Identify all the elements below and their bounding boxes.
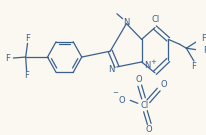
Text: +: + bbox=[150, 59, 156, 65]
Text: O: O bbox=[118, 96, 125, 105]
Text: F: F bbox=[5, 54, 10, 63]
Text: F: F bbox=[191, 62, 196, 71]
Text: Cl: Cl bbox=[140, 101, 149, 110]
Text: F: F bbox=[24, 71, 29, 80]
Text: O: O bbox=[160, 80, 167, 89]
Text: −: − bbox=[112, 90, 118, 97]
Text: Cl: Cl bbox=[152, 15, 160, 24]
Text: F: F bbox=[201, 34, 206, 43]
Text: F: F bbox=[25, 34, 30, 43]
Text: N: N bbox=[123, 18, 130, 27]
Text: N: N bbox=[144, 61, 151, 70]
Text: O: O bbox=[146, 125, 153, 134]
Text: O: O bbox=[136, 75, 142, 84]
Text: N: N bbox=[108, 65, 114, 74]
Text: F: F bbox=[203, 46, 206, 55]
